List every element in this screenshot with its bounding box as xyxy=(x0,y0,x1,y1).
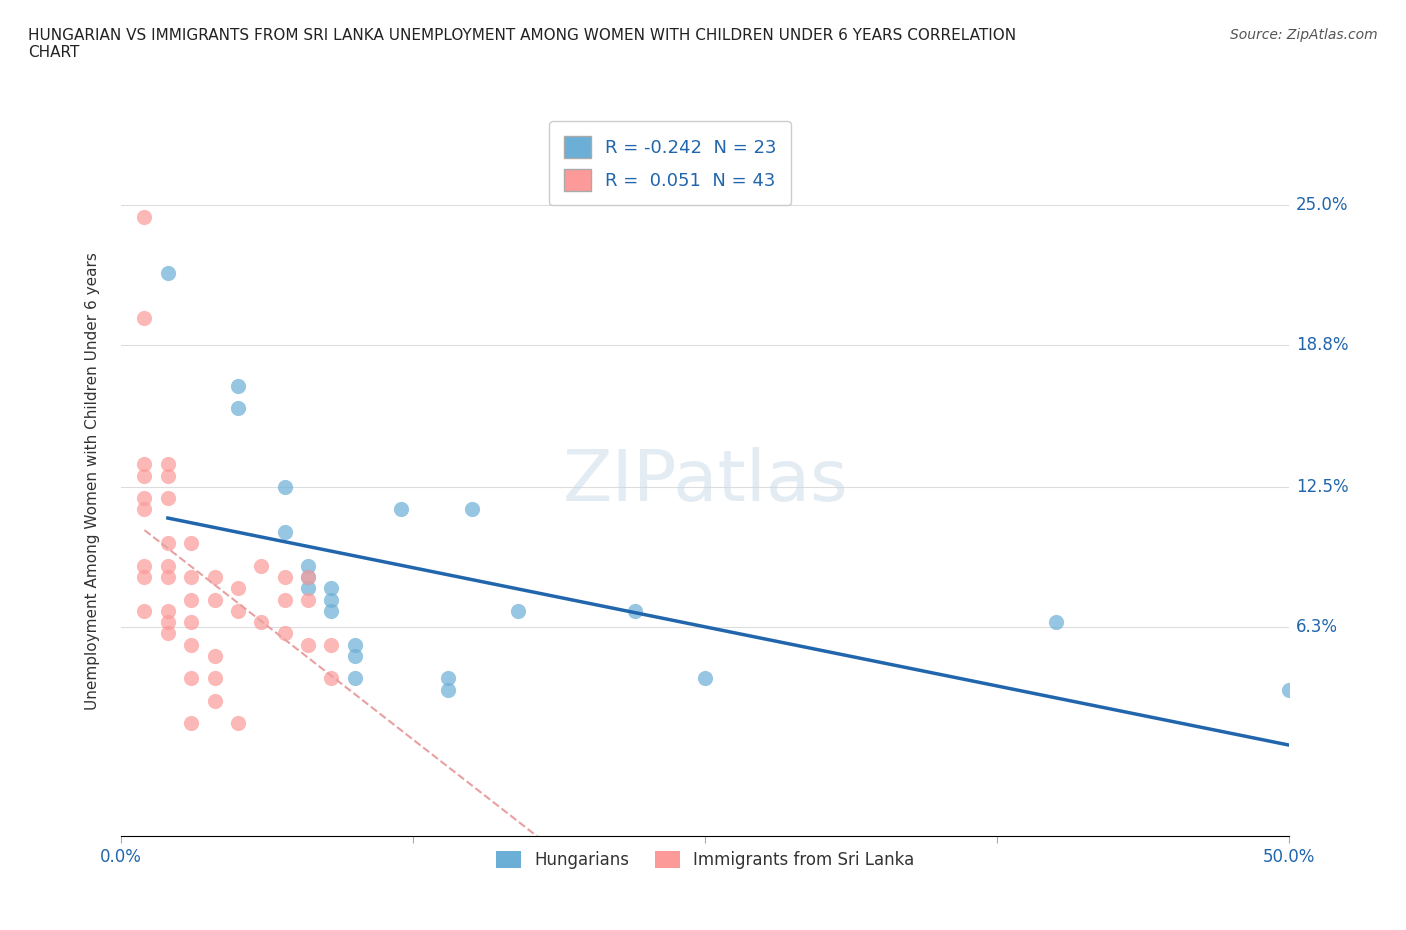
Point xyxy=(226,581,249,596)
Point xyxy=(250,615,273,630)
Point xyxy=(226,379,249,393)
Point xyxy=(437,683,460,698)
Point xyxy=(204,694,226,709)
Point xyxy=(156,569,179,584)
Point xyxy=(134,491,156,506)
Point xyxy=(204,671,226,685)
Point xyxy=(321,671,343,685)
Point xyxy=(226,401,249,416)
Text: 12.5%: 12.5% xyxy=(1296,478,1348,496)
Point xyxy=(156,604,179,618)
Point xyxy=(297,637,319,652)
Point xyxy=(1278,683,1301,698)
Point xyxy=(134,311,156,325)
Point xyxy=(134,502,156,517)
Text: 18.8%: 18.8% xyxy=(1296,336,1348,354)
Point xyxy=(273,626,295,641)
Point xyxy=(180,569,202,584)
Text: 25.0%: 25.0% xyxy=(1296,196,1348,215)
Point xyxy=(204,648,226,663)
Point xyxy=(134,209,156,224)
Point xyxy=(250,558,273,573)
Point xyxy=(297,558,319,573)
Text: ZIPatlas: ZIPatlas xyxy=(562,446,848,516)
Point xyxy=(180,716,202,731)
Point xyxy=(180,637,202,652)
Point xyxy=(156,615,179,630)
Point xyxy=(437,671,460,685)
Point xyxy=(343,671,366,685)
Point xyxy=(321,637,343,652)
Point xyxy=(180,592,202,607)
Point xyxy=(156,266,179,281)
Point xyxy=(273,480,295,495)
Point xyxy=(204,569,226,584)
Y-axis label: Unemployment Among Women with Children Under 6 years: Unemployment Among Women with Children U… xyxy=(86,252,100,711)
Point xyxy=(134,457,156,472)
Point xyxy=(273,569,295,584)
Legend: Hungarians, Immigrants from Sri Lanka: Hungarians, Immigrants from Sri Lanka xyxy=(488,843,922,877)
Point xyxy=(460,502,482,517)
Point xyxy=(226,604,249,618)
Point xyxy=(343,637,366,652)
Point xyxy=(134,604,156,618)
Point xyxy=(695,671,717,685)
Point xyxy=(180,615,202,630)
Point xyxy=(297,581,319,596)
Point xyxy=(156,626,179,641)
Point xyxy=(134,468,156,483)
Point xyxy=(1045,615,1067,630)
Point xyxy=(273,592,295,607)
Point xyxy=(624,604,647,618)
Point xyxy=(180,536,202,551)
Point xyxy=(156,457,179,472)
Point xyxy=(134,569,156,584)
Point xyxy=(156,558,179,573)
Text: Source: ZipAtlas.com: Source: ZipAtlas.com xyxy=(1230,28,1378,42)
Point xyxy=(156,468,179,483)
Text: 6.3%: 6.3% xyxy=(1296,618,1339,635)
Point xyxy=(226,716,249,731)
Point xyxy=(134,558,156,573)
Point xyxy=(156,491,179,506)
Point xyxy=(297,569,319,584)
Point xyxy=(204,592,226,607)
Point xyxy=(343,648,366,663)
Point xyxy=(391,502,413,517)
Point xyxy=(273,525,295,539)
Point xyxy=(321,604,343,618)
Point xyxy=(508,604,530,618)
Point xyxy=(180,671,202,685)
Point xyxy=(297,569,319,584)
Point xyxy=(321,592,343,607)
Point xyxy=(156,536,179,551)
Point xyxy=(297,592,319,607)
Text: HUNGARIAN VS IMMIGRANTS FROM SRI LANKA UNEMPLOYMENT AMONG WOMEN WITH CHILDREN UN: HUNGARIAN VS IMMIGRANTS FROM SRI LANKA U… xyxy=(28,28,1017,60)
Point xyxy=(321,581,343,596)
